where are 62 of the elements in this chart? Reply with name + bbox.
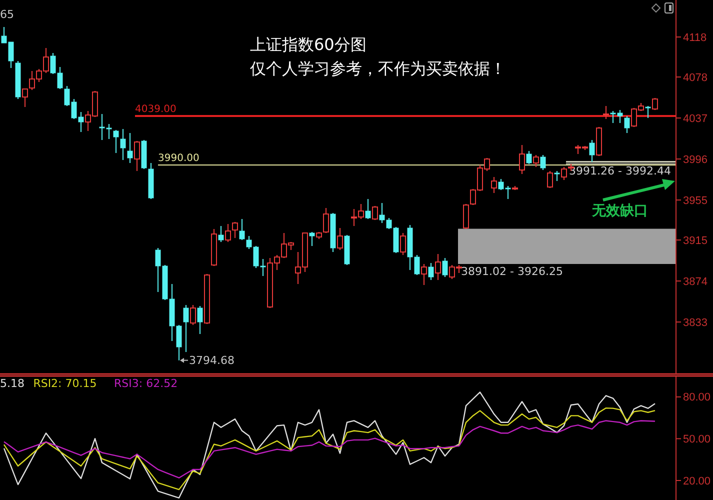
text: RSI3: 62.52 xyxy=(114,377,178,390)
candlestick xyxy=(372,206,378,220)
candlestick xyxy=(225,224,231,242)
candlestick xyxy=(547,170,553,188)
y-tick-label: 4078 xyxy=(683,72,708,84)
candlestick xyxy=(309,232,315,246)
candlestick xyxy=(120,128,126,160)
candlestick xyxy=(491,176,497,194)
candlestick xyxy=(561,166,567,180)
candlestick xyxy=(652,98,658,110)
candlestick xyxy=(22,88,28,108)
candlestick xyxy=(218,226,224,242)
candlestick xyxy=(197,306,203,334)
band-label: 3891.02 - 3926.25 xyxy=(461,264,563,278)
candlestick xyxy=(519,144,525,174)
band-label: 3991.26 - 3992.44 xyxy=(569,164,671,178)
line-series xyxy=(3,407,656,490)
candlestick xyxy=(127,132,133,164)
candlestick xyxy=(421,264,427,286)
candlestick xyxy=(323,208,329,234)
candlestick xyxy=(190,304,196,326)
y-tick-label: 3874 xyxy=(683,276,708,288)
candlestick xyxy=(337,228,343,250)
candlestick xyxy=(435,254,441,280)
candlestick xyxy=(526,150,532,164)
candlestick xyxy=(428,262,434,280)
text: 仅个人学习参考，不作为买卖依据！ xyxy=(250,59,506,78)
annotation: 65 xyxy=(0,8,14,21)
candlestick xyxy=(463,204,469,230)
y-tick-label: 80.00 xyxy=(683,392,711,404)
y-tick-label: 20.00 xyxy=(683,475,711,488)
candlestick xyxy=(239,218,245,240)
y-tick-label: 3915 xyxy=(683,234,708,247)
text: 上证指数60分图 xyxy=(250,35,366,54)
candlestick xyxy=(589,140,595,162)
candlestick xyxy=(554,170,560,182)
candlestick xyxy=(603,106,609,120)
candlestick xyxy=(533,154,539,168)
annotation: 3794.68 xyxy=(189,354,234,368)
y-tick-label: 3833 xyxy=(683,316,708,329)
candlestick xyxy=(645,106,651,118)
candlestick xyxy=(540,154,546,170)
candlestick xyxy=(113,130,119,154)
y-tick-label: 4118 xyxy=(683,32,707,44)
y-tick-label: 50.00 xyxy=(683,434,711,446)
annotation: 无效缺口 xyxy=(591,203,648,219)
candlestick xyxy=(365,198,371,220)
candlestick xyxy=(183,304,189,352)
candlestick xyxy=(400,232,406,256)
candlestick xyxy=(442,258,448,278)
y-tick-label: 4037 xyxy=(683,112,708,125)
text: RSI2: 70.15 xyxy=(33,377,97,390)
y-tick-label: 3955 xyxy=(683,194,708,207)
candlestick xyxy=(232,222,238,238)
ref-line-label: 3990.00 xyxy=(158,153,200,164)
y-tick-label: 3996 xyxy=(683,154,708,166)
text: 5.18 xyxy=(0,377,24,390)
candlestick xyxy=(624,116,630,134)
line-series xyxy=(3,420,656,478)
line-series xyxy=(3,392,656,499)
ref-line-label: 4039.00 xyxy=(135,104,176,115)
candlestick xyxy=(134,140,140,172)
